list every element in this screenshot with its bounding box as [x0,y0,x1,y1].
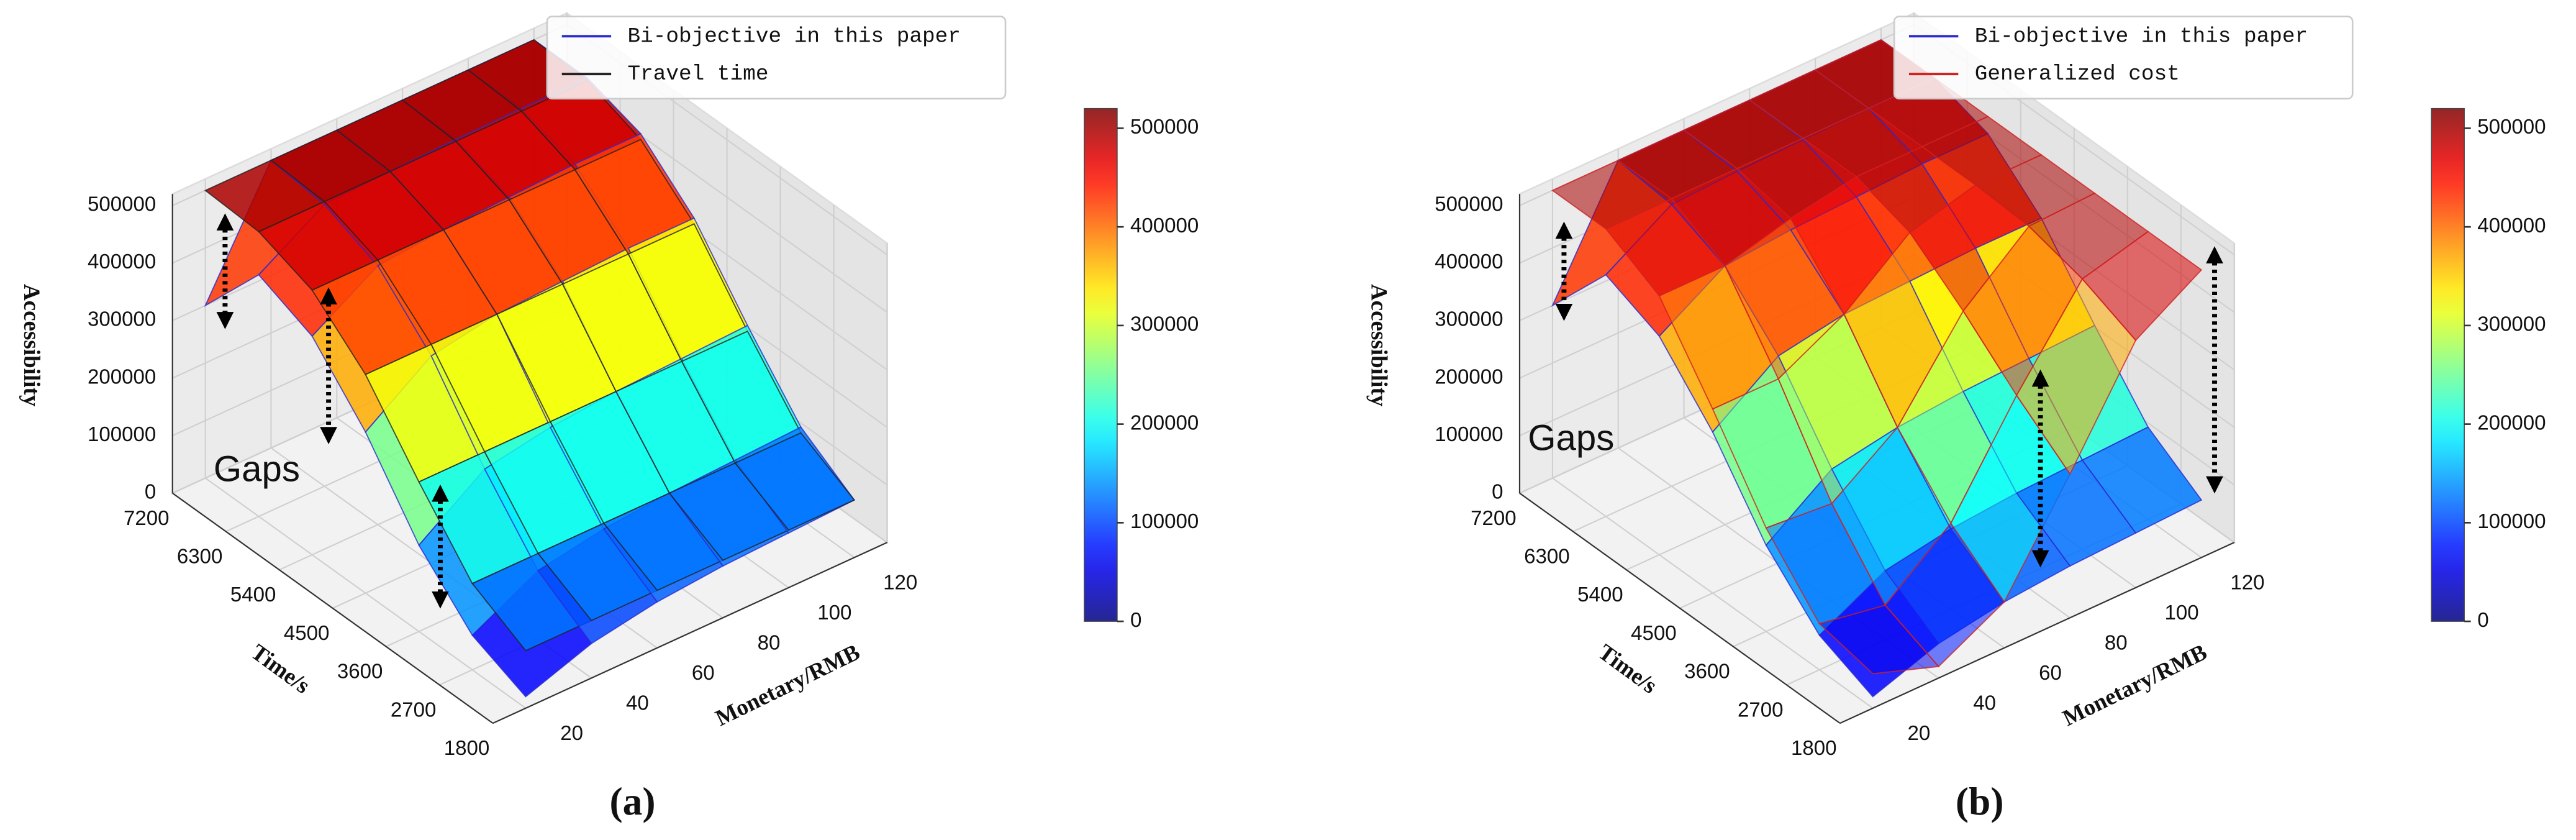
x-tick-label: 120 [2230,571,2264,594]
z-tick-label: 300000 [88,308,156,331]
y-tick-label: 6300 [1524,546,1570,568]
x-axis-label: Monetary/RMB [2059,639,2211,731]
y-tick-label: 7200 [1471,507,1517,530]
z-tick-label: 100000 [88,423,156,446]
x-tick-label: 40 [626,692,649,714]
z-axis-label: Accessibility [19,284,44,407]
x-tick-label: 60 [2039,662,2062,685]
y-tick-label: 5400 [230,583,276,606]
annotation: Gaps [214,449,300,490]
legend-label: Bi-objective in this paper [1975,24,2308,48]
axis-line [492,542,887,724]
panel-b: (b) 20 40 60 80 100 120 1800 2700 3600 4500 5400 63… [1366,11,2546,823]
colorbar [2431,107,2465,622]
colorbar-tick-label: 200000 [1130,411,1199,434]
y-tick-label: 1800 [1791,737,1837,760]
panel-a: (a) 20 40 60 80 100 120 1800 2700 3600 4500 5400 63… [19,11,1199,823]
x-tick-label: 20 [560,722,583,745]
surface-cell [2081,231,2203,342]
axis-line [1839,542,2235,724]
x-tick-label: 120 [883,571,917,594]
y-tick-label: 2700 [391,698,437,721]
colorbar [1084,107,1118,622]
z-tick-label: 100000 [1435,423,1503,446]
colorbar-tick-label: 300000 [1130,313,1199,336]
colorbar-tick-label: 500000 [2477,116,2546,139]
y-tick-label: 7200 [124,507,170,530]
legend-label: Generalized cost [1975,62,2180,86]
colorbar-tick-label: 100000 [2477,510,2546,533]
colorbar-tick-label: 0 [1130,609,1141,632]
z-axis-label: Accessibility [1366,284,1391,407]
colorbar-tick-label: 500000 [1130,116,1199,139]
x-axis-label: Monetary/RMB [712,639,864,731]
legend-label: Travel time [628,62,769,86]
colorbar-tick-label: 0 [2477,609,2488,632]
y-axis-label: Time/s [246,639,314,699]
z-tick-label: 500000 [1435,193,1503,216]
z-tick-label: 500000 [88,193,156,216]
y-tick-label: 3600 [337,660,383,683]
y-tick-label: 5400 [1577,583,1623,606]
legend-label: Bi-objective in this paper [628,24,961,48]
z-tick-label: 0 [1492,480,1503,503]
axis-line [172,492,494,724]
y-tick-label: 4500 [284,622,330,645]
legend-box [1893,16,2354,100]
colorbar-tick-label: 300000 [2477,313,2546,336]
panel-label: (a) [609,779,655,823]
x-tick-label: 60 [692,662,715,685]
z-tick-label: 200000 [88,365,156,388]
x-tick-label: 100 [2165,601,2199,624]
z-tick-label: 400000 [1435,250,1503,273]
z-tick-label: 400000 [88,250,156,273]
x-tick-label: 80 [2105,631,2128,654]
surface-cell [2081,426,2203,534]
x-tick-label: 40 [1973,692,1996,714]
colorbar-tick-label: 400000 [1130,214,1199,237]
colorbar-tick-label: 100000 [1130,510,1199,533]
y-tick-label: 6300 [177,546,223,568]
surface-cell [734,432,856,531]
colorbar-tick-label: 200000 [2477,411,2546,434]
y-axis-label: Time/s [1594,639,1662,699]
axis-line [1519,492,1841,724]
z-tick-label: 300000 [1435,308,1503,331]
x-tick-label: 20 [1907,722,1930,745]
colorbar-tick-label: 400000 [2477,214,2546,237]
y-tick-label: 1800 [444,737,490,760]
panel-label: (b) [1956,779,2004,823]
legend-box [546,16,1007,100]
z-tick-label: 0 [145,480,156,503]
y-tick-label: 3600 [1684,660,1730,683]
x-tick-label: 100 [817,601,851,624]
x-tick-label: 80 [758,631,781,654]
y-tick-label: 4500 [1631,622,1677,645]
y-tick-label: 2700 [1738,698,1784,721]
z-tick-label: 200000 [1435,365,1503,388]
annotation: Gaps [1528,418,1614,458]
